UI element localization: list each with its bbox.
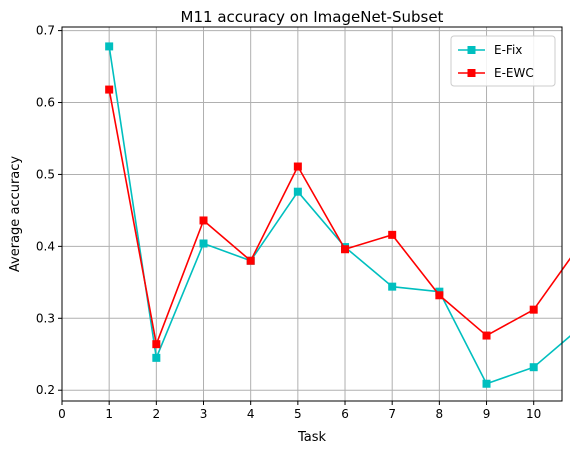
x-tick-label: 0 [58,407,66,421]
x-tick-label: 1 [105,407,113,421]
x-tick-label: 7 [388,407,396,421]
series-line-e-fix [108,46,570,385]
data-point-e-ewc [388,230,397,239]
data-point-e-ewc [152,340,161,349]
data-point-e-ewc [293,162,302,171]
x-tick-label: 2 [153,407,161,421]
data-point-e-ewc [105,85,114,94]
data-point-e-ewc [529,305,538,314]
plot-frame [61,26,563,402]
y-tick-label: 0.5 [36,167,55,181]
y-tick-label: 0.2 [36,383,55,397]
legend-entries: E-Fix E-EWC [458,43,534,80]
data-point-e-fix [199,239,208,248]
y-tick-label: 0.6 [36,96,55,110]
x-tick-label: 8 [436,407,444,421]
x-tick-label: 10 [526,407,541,421]
chart-title: M11 accuracy on ImageNet-Subset [181,8,444,26]
data-point-e-fix [105,42,114,51]
y-tick-label: 0.3 [36,311,55,325]
data-point-e-ewc [246,256,255,265]
data-point-e-fix [482,379,491,388]
x-tick-label: 4 [247,407,255,421]
y-tick-label: 0.4 [36,239,55,253]
y-axis-label: Average accuracy [8,156,23,272]
y-tick-label: 0.7 [36,24,55,38]
x-tick-label: 6 [341,407,349,421]
series-layer [105,42,570,388]
data-point-e-ewc [435,291,444,300]
grid-layer [61,27,562,401]
legend-label-e-ewc: E-EWC [494,66,534,80]
data-point-e-ewc [482,331,491,340]
x-tick-label: 3 [200,407,208,421]
legend-marker-e-fix [467,46,476,54]
legend: E-Fix E-EWC [450,35,556,87]
data-point-e-ewc [199,216,208,225]
legend-label-e-fix: E-Fix [494,43,522,57]
data-point-e-ewc [341,245,350,254]
x-tick-label: 5 [294,407,302,421]
x-axis-label: Task [297,430,327,445]
legend-marker-e-ewc [467,69,476,77]
data-point-e-fix [529,363,538,372]
data-point-e-fix [152,353,161,362]
x-tick-label: 9 [483,407,491,421]
data-point-e-fix [388,282,397,291]
tick-layer: 0 1 2 3 4 5 6 7 8 9 10 0.2 0.3 0.4 0.5 0.6 0.7 [36,24,541,421]
data-point-e-fix [293,187,302,196]
